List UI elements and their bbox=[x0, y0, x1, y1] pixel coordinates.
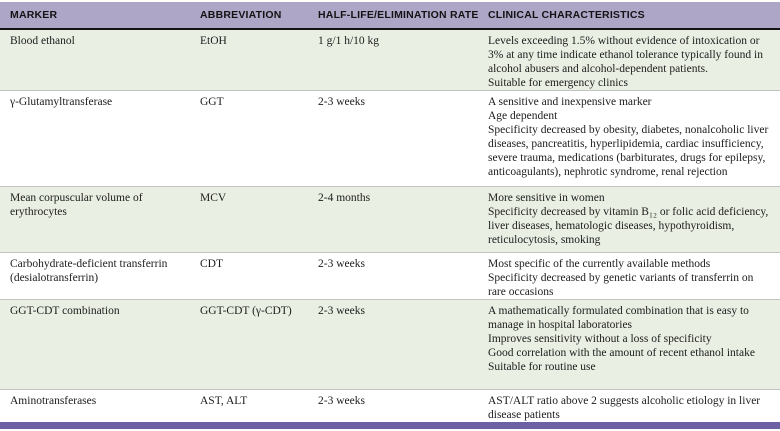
characteristic-line: Suitable for emergency clinics bbox=[488, 77, 628, 89]
table-row: Aminotransferases AST, ALT 2-3 weeks AST… bbox=[0, 389, 780, 422]
table-header-row: MARKER ABBREVIATION HALF-LIFE/ELIMINATIO… bbox=[0, 2, 780, 30]
characteristic-line: A mathematically formulated combination … bbox=[488, 305, 749, 331]
cell-abbreviation: CDT bbox=[200, 258, 223, 270]
column-header-abbreviation: ABBREVIATION bbox=[200, 9, 282, 21]
cell-clinical-characteristics: AST/ALT ratio above 2 suggests alcoholic… bbox=[488, 390, 780, 422]
characteristic-line: Improves sensitivity without a loss of s… bbox=[488, 333, 712, 345]
characteristic-line: A sensitive and inexpensive marker bbox=[488, 96, 652, 108]
column-header-clinical-characteristics: CLINICAL CHARACTERISTICS bbox=[488, 9, 645, 21]
cell-half-life: 2-3 weeks bbox=[318, 258, 365, 270]
cell-marker: Blood ethanol bbox=[10, 35, 75, 47]
cell-abbreviation: EtOH bbox=[200, 35, 227, 47]
characteristic-line: Specificity decreased by obesity, diabet… bbox=[488, 124, 769, 178]
cell-marker: Aminotransferases bbox=[10, 395, 97, 407]
characteristic-line: Suitable for routine use bbox=[488, 361, 596, 373]
table-row: Mean corpuscular volume of erythrocytes … bbox=[0, 186, 780, 252]
cell-half-life: 2-3 weeks bbox=[318, 96, 365, 108]
cell-marker: GGT-CDT combination bbox=[10, 305, 120, 317]
table-row: GGT-CDT combination GGT-CDT (γ-CDT) 2-3 … bbox=[0, 299, 780, 389]
cell-clinical-characteristics: Levels exceeding 1.5% without evidence o… bbox=[488, 30, 780, 90]
cell-half-life: 1 g/1 h/10 kg bbox=[318, 35, 380, 47]
cell-clinical-characteristics: A mathematically formulated combination … bbox=[488, 300, 780, 389]
cell-marker: Carbohydrate-deficient transferrin (desi… bbox=[10, 258, 168, 284]
cell-clinical-characteristics: Most specific of the currently available… bbox=[488, 253, 780, 299]
cell-marker: Mean corpuscular volume of erythrocytes bbox=[10, 192, 143, 218]
table-row: Blood ethanol EtOH 1 g/1 h/10 kg Levels … bbox=[0, 30, 780, 90]
cell-abbreviation: GGT-CDT (γ-CDT) bbox=[200, 305, 292, 317]
cell-abbreviation: AST, ALT bbox=[200, 395, 248, 407]
characteristic-line: More sensitive in women bbox=[488, 192, 605, 204]
footer-accent-bar bbox=[0, 422, 780, 429]
cell-clinical-characteristics: A sensitive and inexpensive marker Age de… bbox=[488, 91, 780, 186]
column-header-marker: MARKER bbox=[10, 9, 58, 21]
characteristic-line: Specificity decreased by vitamin B₁₂ or … bbox=[488, 206, 769, 246]
characteristic-line: AST/ALT ratio above 2 suggests alcoholic… bbox=[488, 395, 761, 421]
characteristic-line: Levels exceeding 1.5% without evidence o… bbox=[488, 35, 763, 75]
characteristic-line: Good correlation with the amount of rece… bbox=[488, 347, 755, 359]
characteristic-line: Age dependent bbox=[488, 110, 558, 122]
cell-half-life: 2-3 weeks bbox=[318, 305, 365, 317]
column-header-half-life: HALF-LIFE/ELIMINATION RATE bbox=[318, 9, 479, 21]
characteristic-line: Most specific of the currently available… bbox=[488, 258, 711, 270]
cell-abbreviation: MCV bbox=[200, 192, 227, 204]
cell-half-life: 2-4 months bbox=[318, 192, 371, 204]
table-row: Carbohydrate-deficient transferrin (desi… bbox=[0, 252, 780, 299]
table-row: γ-Glutamyltransferase GGT 2-3 weeks A se… bbox=[0, 90, 780, 186]
cell-half-life: 2-3 weeks bbox=[318, 395, 365, 407]
cell-abbreviation: GGT bbox=[200, 96, 224, 108]
cell-marker: γ-Glutamyltransferase bbox=[10, 96, 113, 108]
table-body: Blood ethanol EtOH 1 g/1 h/10 kg Levels … bbox=[0, 30, 780, 422]
characteristic-line: Specificity decreased by genetic variant… bbox=[488, 272, 754, 298]
cell-clinical-characteristics: More sensitive in women Specificity decre… bbox=[488, 187, 780, 252]
